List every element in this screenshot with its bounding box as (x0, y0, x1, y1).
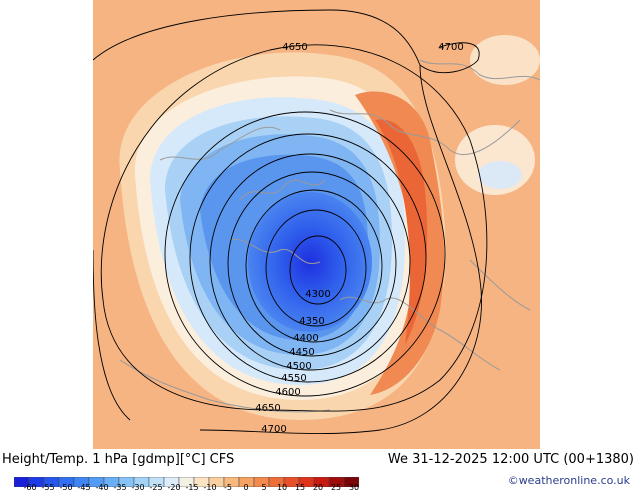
color-legend-bar (13, 476, 360, 488)
color-legend (13, 472, 360, 491)
contour-4500 (209, 153, 411, 371)
legend-tick-label: 30 (348, 483, 360, 492)
height-contours (93, 9, 488, 434)
legend-tick-label: 10 (276, 483, 288, 492)
contour-label: 4300 (305, 289, 330, 300)
legend-tick-label: 25 (330, 483, 342, 492)
legend-tick-label: -50 (59, 483, 73, 492)
legend-tick-label: 5 (261, 483, 267, 492)
contour-4600 (164, 111, 446, 397)
contour-label: 4650 (282, 42, 307, 53)
legend-tick-label: -60 (23, 483, 37, 492)
credit-link[interactable]: ©weatheronline.co.uk (507, 474, 630, 487)
contour-label: 4550 (281, 373, 306, 384)
map-footer: Height/Temp. 1 hPa [gdmp][°C] CFS We 31-… (0, 449, 634, 492)
contour-4650 (100, 44, 488, 412)
contour-4550 (189, 133, 427, 383)
legend-tick-label: 15 (294, 483, 306, 492)
valid-datetime: We 31-12-2025 12:00 UTC (00+1380) (387, 452, 634, 467)
legend-tick-label: -35 (113, 483, 127, 492)
contour-4700 (93, 9, 482, 434)
contour-label: 4450 (289, 347, 314, 358)
field-cold-core (248, 192, 372, 332)
legend-tick-label: -15 (185, 483, 199, 492)
contour-4400 (245, 189, 383, 343)
legend-tick-label: -40 (95, 483, 109, 492)
contour-4450 (227, 171, 397, 357)
field-warm-core (375, 119, 428, 346)
map-title: Height/Temp. 1 hPa [gdmp][°C] CFS (2, 452, 235, 467)
contour-label: 4700 (438, 42, 463, 53)
contour-label: 4700 (261, 424, 286, 435)
contour-label: 4500 (286, 361, 311, 372)
field-pale-northeast (470, 35, 540, 85)
contour-label: 4600 (275, 387, 300, 398)
legend-tick-label: -20 (167, 483, 181, 492)
legend-tick-label: 20 (312, 483, 324, 492)
coastlines (119, 59, 540, 413)
field-warm-ridge (355, 91, 445, 395)
contour-label: 4650 (255, 403, 280, 414)
field-pale-blue-east (478, 161, 522, 189)
legend-tick-label: -30 (131, 483, 145, 492)
legend-tick-label: -5 (224, 483, 233, 492)
contour-label: 4350 (299, 316, 324, 327)
legend-tick-label: -25 (149, 483, 163, 492)
legend-tick-label: -10 (203, 483, 217, 492)
contour-label: 4400 (293, 333, 318, 344)
contour-4300 (289, 235, 347, 305)
legend-tick-label: 0 (243, 483, 249, 492)
legend-tick-label: -55 (41, 483, 55, 492)
legend-tick-label: -45 (77, 483, 91, 492)
weather-map: 4650 4700 4300 4350 4400 4450 4500 4550 4600 4650… (93, 0, 540, 449)
contour-4350 (265, 209, 367, 327)
